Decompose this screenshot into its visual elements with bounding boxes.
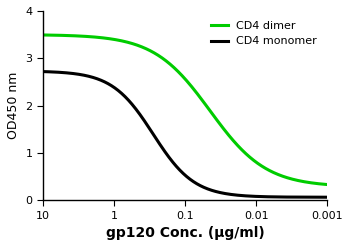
CD4 dimer bbox=[188, 84, 193, 87]
X-axis label: gp120 Conc. (μg/ml): gp120 Conc. (μg/ml) bbox=[106, 226, 265, 240]
CD4 monomer bbox=[41, 70, 45, 73]
CD4 dimer bbox=[92, 36, 96, 39]
CD4 monomer bbox=[325, 196, 329, 199]
CD4 dimer bbox=[190, 86, 194, 89]
CD4 dimer bbox=[41, 34, 45, 37]
CD4 dimer bbox=[325, 183, 329, 186]
Line: CD4 monomer: CD4 monomer bbox=[43, 72, 327, 197]
Y-axis label: OD450 nm: OD450 nm bbox=[7, 72, 20, 139]
CD4 dimer bbox=[48, 34, 52, 37]
CD4 dimer bbox=[156, 54, 160, 57]
CD4 monomer bbox=[172, 162, 176, 165]
CD4 dimer bbox=[172, 66, 176, 69]
Line: CD4 dimer: CD4 dimer bbox=[43, 35, 327, 185]
CD4 monomer bbox=[156, 140, 160, 143]
CD4 monomer bbox=[92, 76, 96, 79]
CD4 monomer bbox=[188, 178, 193, 181]
Legend: CD4 dimer, CD4 monomer: CD4 dimer, CD4 monomer bbox=[206, 17, 322, 51]
CD4 monomer bbox=[48, 70, 52, 73]
CD4 monomer bbox=[190, 179, 194, 182]
